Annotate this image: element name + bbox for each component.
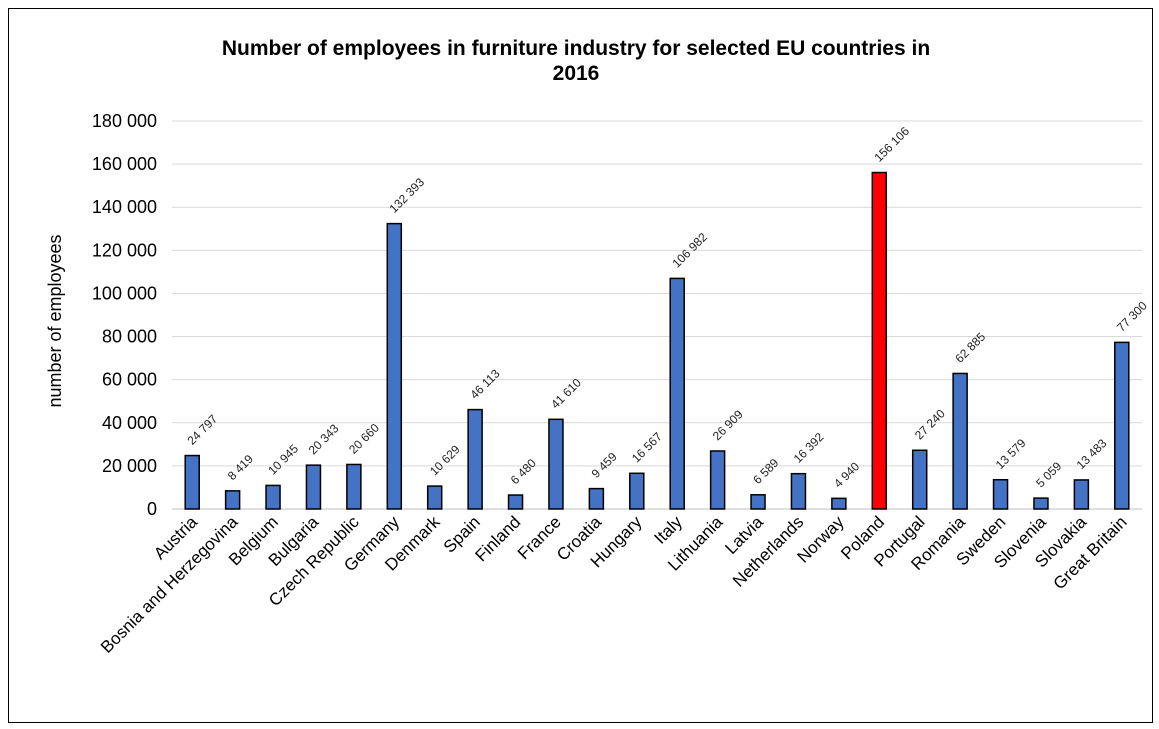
gridlines: [172, 120, 1142, 510]
bar-bosnia-and-herzegovina: [224, 490, 241, 510]
bar-bulgaria: [305, 464, 322, 510]
x-tick-label: Norway: [794, 512, 849, 567]
bar-austria: [184, 454, 200, 510]
bar-france: [548, 418, 564, 510]
y-tick-label: 120 000: [92, 240, 157, 260]
y-tick-label: 80 000: [102, 327, 157, 347]
bar-sweden: [992, 478, 1009, 510]
bar-poland: [871, 171, 888, 510]
x-tick-label: Italy: [651, 512, 687, 548]
bar-portugal: [911, 449, 928, 510]
bar-belgium: [265, 484, 281, 510]
bar-netherlands: [790, 472, 807, 510]
y-tick-label: 100 000: [92, 283, 157, 303]
data-label: 24 797: [184, 412, 220, 448]
bar-slovakia: [1073, 479, 1090, 510]
data-label: 13 483: [1074, 436, 1110, 472]
bar-great-britain: [1114, 341, 1130, 510]
y-tick-label: 40 000: [102, 413, 157, 433]
data-label: 6 589: [750, 456, 781, 487]
bar-hungary: [629, 472, 645, 510]
bar-chart: Number of employees in furniture industr…: [45, 37, 1150, 657]
y-axis-ticks: 0 20 000 40 000 60 000 80 000 100 000 120 000 1…: [92, 111, 157, 519]
y-tick-label: 0: [147, 499, 157, 519]
bar-romania: [952, 372, 968, 510]
bar-denmark: [426, 485, 443, 510]
chart-title-line-2: 2016: [553, 62, 600, 85]
bar-italy: [669, 277, 685, 510]
data-label: 156 106: [872, 124, 913, 165]
data-label: 41 610: [548, 375, 584, 411]
bar-croatia: [588, 487, 605, 510]
x-tick-label: Finland: [472, 512, 525, 565]
y-tick-label: 180 000: [92, 111, 157, 131]
data-label: 9 459: [589, 449, 620, 480]
y-axis-label: number of employees: [45, 234, 65, 407]
bars: [184, 171, 1130, 510]
data-label: 13 579: [993, 436, 1029, 472]
data-label: 46 113: [467, 366, 502, 401]
data-label: 20 660: [346, 421, 382, 457]
data-label: 62 885: [952, 329, 988, 365]
data-label: 16 567: [629, 429, 665, 465]
data-label: 16 392: [791, 430, 827, 466]
data-label: 26 909: [710, 407, 746, 443]
data-label: 4 940: [831, 459, 862, 490]
data-label: 132 393: [387, 175, 428, 216]
y-tick-label: 20 000: [102, 456, 157, 476]
data-label: 77 300: [1114, 298, 1150, 334]
bar-spain: [467, 408, 483, 510]
bar-slovenia: [1033, 497, 1049, 510]
bar-germany: [386, 222, 403, 510]
bar-lithuania: [709, 450, 726, 510]
bar-finland: [507, 494, 524, 510]
data-label: 27 240: [912, 406, 948, 442]
y-tick-label: 60 000: [102, 370, 157, 390]
bar-latvia: [750, 494, 766, 510]
data-label: 20 343: [306, 421, 342, 457]
data-label: 10 629: [427, 442, 463, 478]
chart-frame: Number of employees in furniture industr…: [8, 8, 1153, 723]
chart-title-line-1: Number of employees in furniture industr…: [222, 37, 930, 60]
bar-norway: [831, 497, 847, 510]
data-label: 5 059: [1033, 459, 1064, 490]
bar-czech-republic: [346, 463, 362, 510]
y-tick-label: 160 000: [92, 154, 157, 174]
data-label: 6 480: [508, 456, 539, 487]
data-label: 10 945: [265, 441, 301, 477]
data-label: 8 419: [225, 452, 256, 483]
y-tick-label: 140 000: [92, 197, 157, 217]
